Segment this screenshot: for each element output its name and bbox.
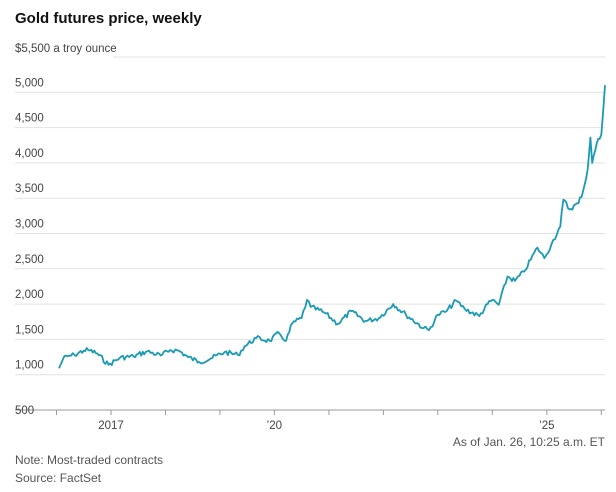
x-tick-label-0: 2017 — [98, 420, 124, 432]
y-tick-label-4000: 4,000 — [15, 148, 44, 160]
chart-source: Source: FactSet — [15, 471, 102, 485]
y-tick-label-3500: 3,500 — [15, 183, 44, 195]
gridlines — [15, 56, 605, 376]
y-axis-tick-labels: 1,000 1,500 2,000 2,500 3,000 3,500 4,000 4,500… — [15, 77, 44, 371]
y-tick-label-5000: 5,000 — [15, 77, 44, 89]
x-axis-ticks: 2017 ’20 ’25 — [55, 410, 602, 432]
x-tick-label-2: ’25 — [539, 420, 554, 432]
x-tick-label-1: ’20 — [267, 420, 282, 432]
y-tick-label-bottom: 500 — [15, 405, 34, 417]
chart-note: Note: Most-traded contracts — [15, 453, 163, 467]
y-tick-label-4500: 4,500 — [15, 113, 44, 125]
as-of-timestamp: As of Jan. 26, 10:25 a.m. ET — [453, 435, 606, 449]
gold-price-line — [58, 85, 606, 369]
y-tick-label-1000: 1,000 — [15, 360, 44, 372]
chart-title: Gold futures price, weekly — [15, 10, 202, 27]
y-tick-label-3000: 3,000 — [15, 219, 44, 231]
y-tick-label-1500: 1,500 — [15, 324, 44, 336]
y-tick-label-2500: 2,500 — [15, 254, 44, 266]
y-unit-label: $5,500 a troy ounce — [15, 43, 117, 55]
y-tick-label-2000: 2,000 — [15, 289, 44, 301]
